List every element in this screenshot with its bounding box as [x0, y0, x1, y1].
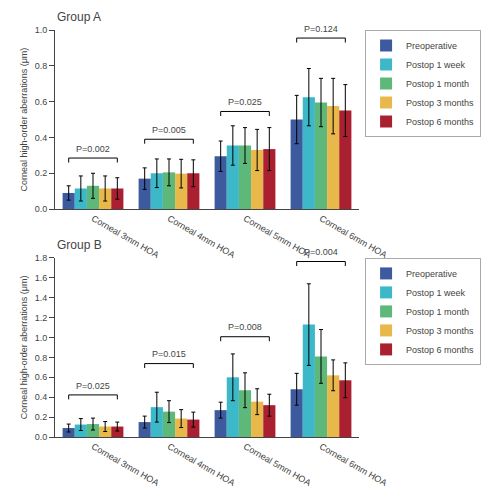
svg-text:Corneal 3mm HOA: Corneal 3mm HOA — [90, 441, 161, 488]
svg-text:P=0.005: P=0.005 — [152, 125, 186, 135]
svg-text:Corneal 6mm HOA: Corneal 6mm HOA — [318, 213, 389, 260]
svg-text:Postop 1 month: Postop 1 month — [406, 307, 469, 317]
svg-text:Postop 3 months: Postop 3 months — [406, 98, 474, 108]
svg-text:Corneal 4mm HOA: Corneal 4mm HOA — [166, 213, 237, 260]
svg-text:1.8: 1.8 — [35, 253, 48, 263]
svg-text:P=0.015: P=0.015 — [152, 349, 186, 359]
svg-text:Preoperative: Preoperative — [406, 269, 457, 279]
svg-text:Preoperative: Preoperative — [406, 41, 457, 51]
svg-text:Postop 6 months: Postop 6 months — [406, 117, 474, 127]
svg-text:0.8: 0.8 — [35, 353, 48, 363]
svg-text:Corneal 5mm HOA: Corneal 5mm HOA — [242, 213, 313, 260]
svg-text:0.6: 0.6 — [35, 372, 48, 382]
svg-text:0.6: 0.6 — [35, 97, 48, 107]
svg-text:P=0.025: P=0.025 — [228, 97, 262, 107]
svg-text:0.0: 0.0 — [35, 432, 48, 442]
svg-text:Postop 3 months: Postop 3 months — [406, 326, 474, 336]
svg-text:P=0.008: P=0.008 — [228, 322, 262, 332]
svg-text:Corneal 3mm HOA: Corneal 3mm HOA — [90, 213, 161, 260]
svg-text:Postop 1 week: Postop 1 week — [406, 60, 466, 70]
svg-text:Group A: Group A — [57, 10, 101, 24]
svg-text:1.2: 1.2 — [35, 313, 48, 323]
svg-text:1.4: 1.4 — [35, 293, 48, 303]
svg-text:Corneal high-order aberrations: Corneal high-order aberrations (μm) — [19, 276, 29, 420]
svg-text:1.6: 1.6 — [35, 273, 48, 283]
svg-text:P=0.124: P=0.124 — [304, 24, 338, 34]
svg-text:0.4: 0.4 — [35, 392, 48, 402]
svg-text:Postop 6 months: Postop 6 months — [406, 345, 474, 355]
svg-text:Group B: Group B — [57, 238, 102, 252]
svg-text:0.2: 0.2 — [35, 412, 48, 422]
svg-text:Corneal 5mm HOA: Corneal 5mm HOA — [242, 441, 313, 488]
svg-text:1.0: 1.0 — [35, 333, 48, 343]
svg-text:0.0: 0.0 — [35, 204, 48, 214]
svg-text:Postop 1 month: Postop 1 month — [406, 79, 469, 89]
svg-text:P=0.025: P=0.025 — [76, 381, 110, 391]
svg-text:Corneal 6mm HOA: Corneal 6mm HOA — [318, 441, 389, 488]
svg-text:Corneal high-order aberrations: Corneal high-order aberrations (μm) — [19, 48, 29, 192]
svg-text:Postop 1 week: Postop 1 week — [406, 288, 466, 298]
svg-text:P=0.004: P=0.004 — [304, 247, 338, 257]
svg-text:1.0: 1.0 — [35, 25, 48, 35]
svg-text:0.2: 0.2 — [35, 168, 48, 178]
svg-text:0.4: 0.4 — [35, 133, 48, 143]
svg-text:0.8: 0.8 — [35, 61, 48, 71]
svg-text:Corneal 4mm HOA: Corneal 4mm HOA — [166, 441, 237, 488]
svg-text:P=0.002: P=0.002 — [76, 144, 110, 154]
